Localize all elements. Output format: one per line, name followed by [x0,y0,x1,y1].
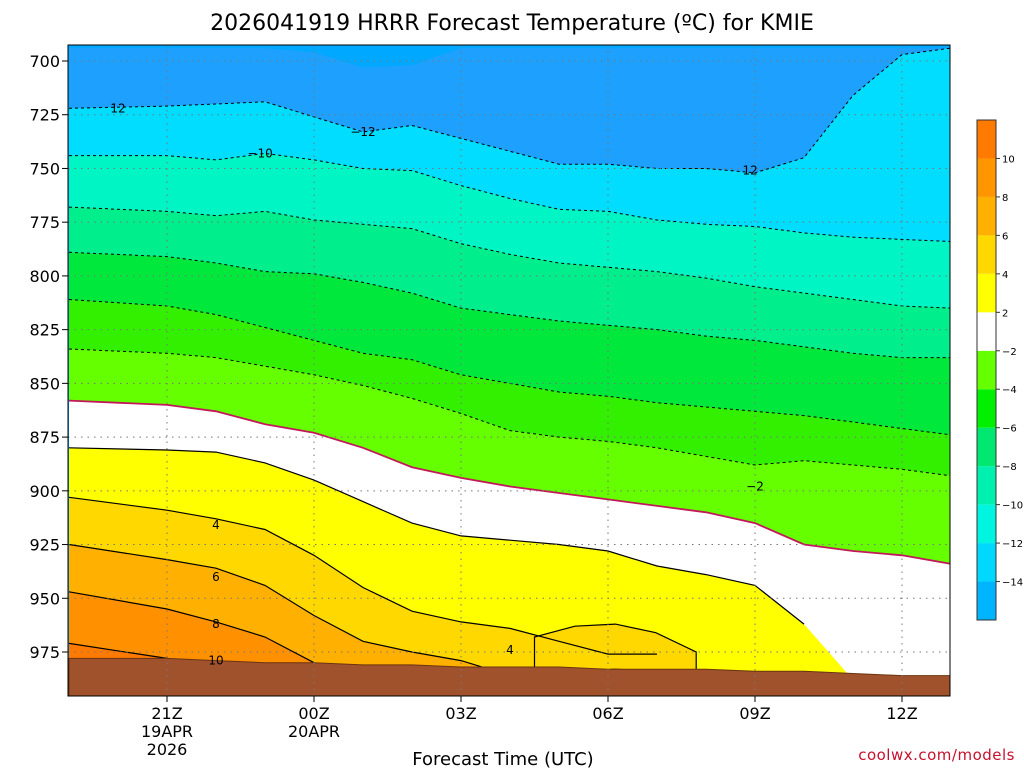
contour-label-4: −2 [746,480,764,494]
isotherm-line-m10 [69,152,950,242]
isotherm-line-0 [68,399,950,565]
x-tick-label-12Z: 12Z [886,704,917,723]
isotherm-line-m8 [68,206,950,309]
colorbar-label-10: 8 [1002,193,1008,204]
colorbar-segment-11 [977,158,996,197]
x-tick-label-00Z: 00Z [298,704,329,723]
contour-label-9: 4 [506,643,514,657]
colorbar-segment-12 [977,120,996,159]
y-tick-label-850: 850 [29,374,60,393]
chart-title: 2026041919 HRRR Forecast Temperature (ºC… [210,11,814,36]
colorbar-segment-2 [977,504,996,544]
plot-frame [67,44,951,697]
colorbar-label-2: −10 [1002,501,1023,512]
contour-label-8: 10 [208,654,223,668]
y-tick-label-925: 925 [29,536,60,555]
isotherm-line-m6 [68,251,950,359]
isotherm-line-m2 [68,348,950,477]
colorbar-label-3: −8 [1002,462,1017,473]
contour-label-5: 4 [212,518,220,532]
y-tick-label-875: 875 [29,428,60,447]
contour-label-2: −10 [247,146,272,160]
contour-labels: 12 −12 −10 12 −2 4 6 8 10 4 [110,101,763,667]
x-tick-label-09Z: 09Z [739,704,770,723]
contour-label-1: −12 [350,125,375,139]
x-axis-label: Forecast Time (UTC) [412,749,593,768]
colorbar-segment-7 [977,312,996,351]
y-tick-label-775: 775 [29,213,60,232]
colorbar-label-6: −2 [1002,347,1017,358]
y-tick-label-975: 975 [29,643,60,662]
y-tick-label-700: 700 [29,52,60,71]
y-tick-label-900: 900 [29,482,60,501]
x-tick-label-21Z: 21Z [151,704,182,723]
grid-lines [68,45,950,696]
colorbar-frame [976,119,997,621]
x-tick-label-03Z: 03Z [445,704,476,723]
colorbar-segment-6 [977,350,996,390]
isotherm-line-m12 [68,47,950,174]
isotherm-lines [68,47,950,677]
colorbar: −14 −12 −10 −8 −6 −4 −2 2 4 6 8 10 [976,119,1023,621]
x-tick-date-21Z: 19APR [141,722,193,741]
colorbar-segment-3 [977,466,996,505]
y-axis: 700 725 750 775 800 825 850 875 900 925 950 975 [29,52,68,662]
contour-label-3: 12 [742,164,757,178]
colorbar-segment-0 [977,581,996,620]
isotherm-line-8 [68,591,315,664]
colorbar-label-8: 4 [1002,270,1008,281]
contour-label-7: 8 [212,617,220,631]
x-tick-date-00Z: 20APR [288,722,340,741]
credit-link[interactable]: coolwx.com/models [858,746,1015,764]
colorbar-segment-9 [977,235,996,274]
colorbar-label-11: 10 [1002,154,1015,165]
contour-label-6: 6 [212,570,220,584]
colorbar-segment-4 [977,427,996,467]
colorbar-label-5: −4 [1002,385,1017,396]
colorbar-label-1: −12 [1002,539,1023,550]
colorbar-segment-5 [977,389,996,428]
temperature-bands [69,48,950,696]
colorbar-label-4: −6 [1002,424,1017,435]
y-tick-label-750: 750 [29,159,60,178]
colorbar-segment-8 [977,273,996,313]
contour-label-0: 12 [110,101,125,115]
x-tick-year-21Z: 2026 [147,740,188,759]
colorbar-segment-1 [977,543,996,582]
isotherm-line-6 [68,543,511,677]
colorbar-label-9: 6 [1002,231,1008,242]
colorbar-label-0: −14 [1002,578,1023,589]
isotherm-line-2 [68,447,805,625]
x-tick-label-06Z: 06Z [592,704,623,723]
y-tick-label-800: 800 [29,267,60,286]
isotherm-line-m4 [68,299,950,436]
colorbar-label-7: 2 [1002,308,1008,319]
y-tick-label-950: 950 [29,589,60,608]
colorbar-segment-10 [977,196,996,236]
y-tick-label-725: 725 [29,106,60,125]
isotherm-line-4 [68,496,657,655]
y-tick-label-825: 825 [29,321,60,340]
